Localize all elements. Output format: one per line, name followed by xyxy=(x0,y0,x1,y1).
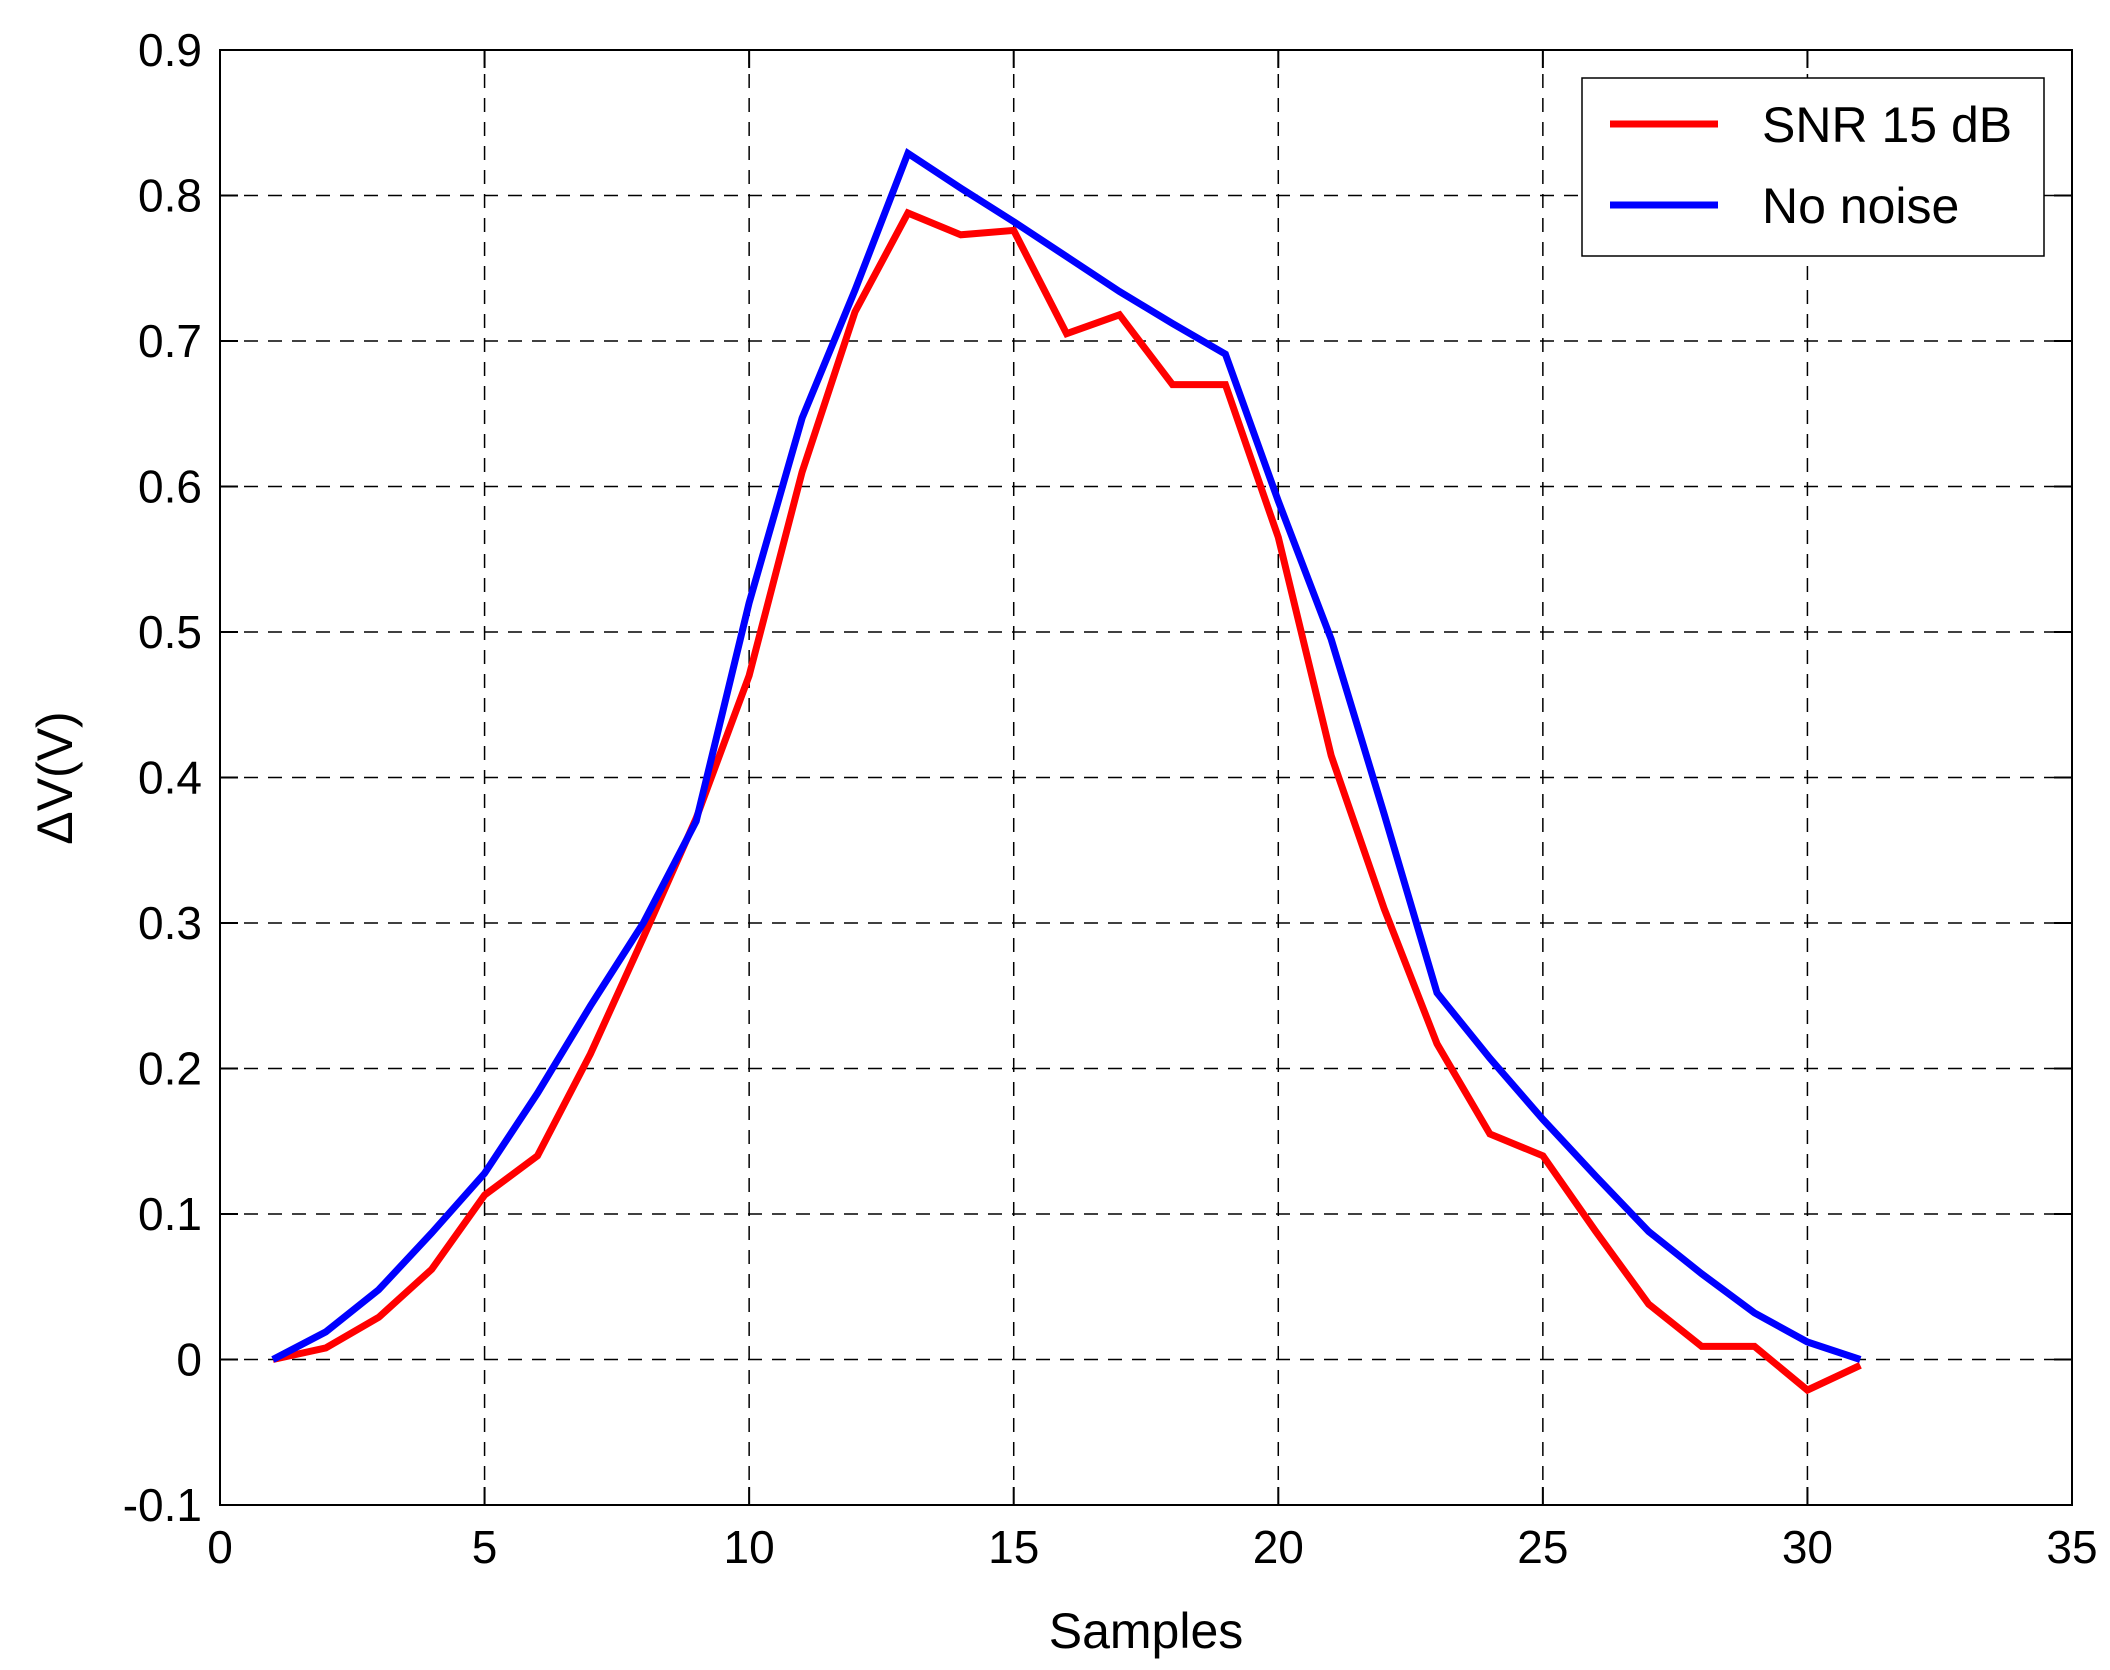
x-tick-labels: 0 5 10 15 20 25 30 35 xyxy=(207,1521,2097,1573)
series-line-snr-15-db xyxy=(272,208,1862,1395)
y-tick-label: 0.9 xyxy=(138,24,202,76)
legend-label-snr-15-db: SNR 15 dB xyxy=(1762,97,2012,153)
x-tick-label: 0 xyxy=(207,1521,233,1573)
x-tick-label: 5 xyxy=(472,1521,498,1573)
y-tick-label: 0.1 xyxy=(138,1188,202,1240)
y-tick-label: 0.8 xyxy=(138,170,202,222)
legend-box xyxy=(1581,77,2045,257)
y-tick-label: 0.5 xyxy=(138,606,202,658)
y-tick-label: -0.1 xyxy=(123,1479,202,1531)
y-tick-label: 0.3 xyxy=(138,897,202,949)
x-tick-label: 30 xyxy=(1782,1521,1833,1573)
x-tick-label: 20 xyxy=(1253,1521,1304,1573)
x-tick-label: 35 xyxy=(2046,1521,2097,1573)
y-tick-label: 0.4 xyxy=(138,752,202,804)
x-axis-label: Samples xyxy=(1049,1603,1244,1659)
legend-label-no-noise: No noise xyxy=(1762,178,1959,234)
x-tick-label: 10 xyxy=(724,1521,775,1573)
y-tick-label: 0.7 xyxy=(138,315,202,367)
x-tick-label: 25 xyxy=(1517,1521,1568,1573)
legend: SNR 15 dB No noise xyxy=(1581,77,2045,257)
axis-ticks xyxy=(219,49,2073,1506)
series-group xyxy=(271,147,1862,1395)
y-axis-label: ΔV(V) xyxy=(27,711,83,844)
y-tick-label: 0.2 xyxy=(138,1043,202,1095)
y-tick-label: 0.6 xyxy=(138,461,202,513)
series-line-no-noise xyxy=(271,147,1862,1363)
grid xyxy=(220,50,2072,1505)
x-tick-label: 15 xyxy=(988,1521,1039,1573)
y-tick-label: 0 xyxy=(176,1334,202,1386)
y-tick-labels: -0.1 0 0.1 0.2 0.3 0.4 0.5 0.6 0.7 0.8 0.9 xyxy=(123,24,202,1531)
